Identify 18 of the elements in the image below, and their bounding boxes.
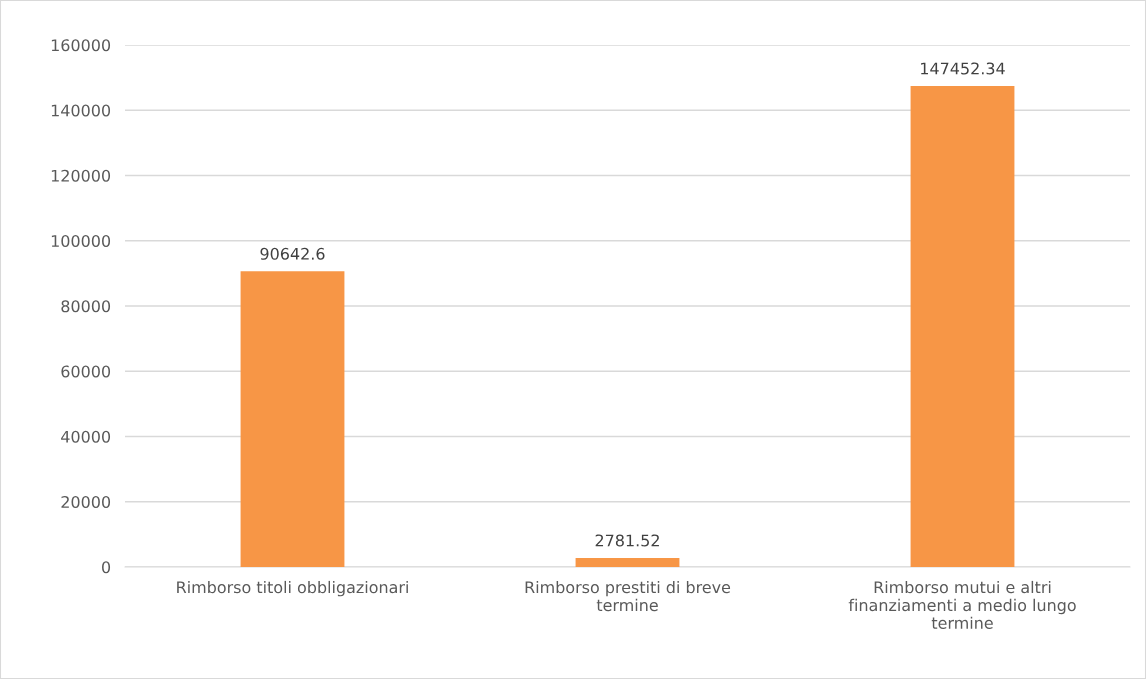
- data-label: 2781.52: [595, 534, 659, 547]
- y-tick-label: 120000: [51, 169, 111, 182]
- bar: [575, 557, 680, 567]
- data-label: 90642.6: [260, 247, 325, 260]
- y-tick-label: 20000: [61, 495, 111, 509]
- x-tick-label: Rimborso mutui e altri finanziamenti a medio lungo termine: [848, 580, 1076, 630]
- bar: [240, 271, 345, 567]
- y-tick-label: 60000: [61, 365, 111, 378]
- y-tick-label: 160000: [51, 39, 111, 52]
- bar: [910, 85, 1015, 567]
- y-tick-label: 0: [102, 561, 111, 574]
- y-tick-label: 140000: [51, 104, 111, 117]
- y-tick-label: 100000: [51, 234, 111, 248]
- x-tick-label: Rimborso prestiti di breve termine: [525, 580, 731, 612]
- data-label: 147452.34: [921, 62, 1005, 75]
- x-tick-label: Rimborso titoli obbligazionari: [177, 580, 408, 597]
- y-tick-label: 40000: [61, 430, 111, 443]
- y-tick-label: 80000: [61, 300, 111, 313]
